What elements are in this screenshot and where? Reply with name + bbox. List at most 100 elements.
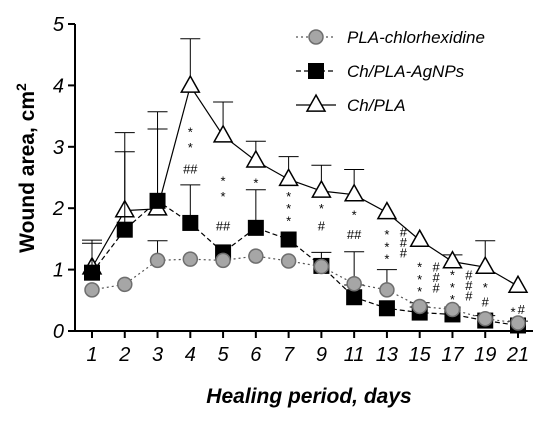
series-line (91, 84, 519, 287)
series-1 (82, 128, 528, 334)
data-point (305, 93, 327, 112)
significance-mark: * (483, 280, 488, 295)
series-0 (84, 240, 526, 331)
y-tick-label: 2 (52, 198, 64, 220)
data-point (442, 250, 463, 269)
x-tick-label: 6 (250, 344, 262, 366)
data-point (149, 252, 166, 269)
data-point (180, 74, 201, 93)
significance-mark: * (384, 227, 389, 242)
data-point (116, 221, 133, 238)
x-tick-label: 7 (283, 344, 295, 366)
legend-label: Ch/PLA (347, 96, 406, 115)
significance-mark: # (465, 278, 473, 293)
data-point (379, 282, 395, 298)
significance-mark: * (188, 124, 193, 139)
significance-mark: * (450, 268, 455, 283)
significance-mark: * (384, 252, 389, 267)
significance-mark: # (400, 245, 408, 260)
data-point (507, 274, 529, 294)
significance-mark: # (482, 295, 490, 310)
y-axis-label: Wound area, cm2 (13, 83, 39, 253)
data-point (378, 300, 395, 317)
significance-mark: * (384, 239, 389, 254)
significance-mark: * (417, 260, 422, 275)
y-tick-label: 3 (53, 137, 64, 159)
significance-mark: # (400, 235, 408, 250)
data-point (311, 179, 332, 198)
data-point (411, 298, 428, 315)
significance-mark: * (221, 189, 226, 204)
significance-mark: ## (216, 218, 231, 233)
legend-label: Ch/PLA-AgNPs (347, 62, 465, 81)
x-tick-label: 4 (185, 344, 196, 366)
data-point (182, 251, 199, 267)
data-point (245, 149, 267, 168)
significance-mark: ## (183, 161, 198, 176)
data-point (215, 252, 231, 269)
data-point (409, 228, 430, 247)
significance-mark: # (432, 260, 440, 275)
significance-mark: * (253, 175, 258, 190)
legend-item-1: Ch/PLA-AgNPs (296, 62, 465, 81)
x-tick-label: 5 (218, 344, 230, 366)
x-tick-label: 13 (376, 344, 398, 366)
x-tick-label: 1 (86, 344, 97, 366)
data-point (247, 219, 264, 236)
x-tick-label: 17 (441, 344, 464, 366)
data-point (510, 315, 526, 331)
x-tick-label: 11 (344, 344, 365, 366)
significance-mark: * (286, 213, 291, 228)
data-point (346, 275, 362, 292)
significance-mark: * (417, 272, 422, 287)
significance-mark: * (450, 292, 455, 307)
data-point (308, 29, 324, 45)
significance-mark: # (465, 268, 473, 283)
significance-mark: * (286, 201, 291, 216)
x-tick-label: 21 (506, 344, 529, 366)
series-layer (81, 38, 529, 334)
data-point (308, 63, 324, 79)
legend: PLA-chlorhexidine Ch/PLA-AgNPs Ch/PLA (296, 28, 485, 115)
x-axis-label: Healing period, days (206, 385, 411, 408)
significance-mark: # (432, 270, 440, 285)
x-tick-label: 2 (118, 344, 130, 366)
significance-mark: # (432, 280, 440, 295)
significance-layer: **##**##*****#*## ***###***###***###*#* # (183, 124, 526, 319)
x-tick-label: 19 (474, 344, 496, 366)
y-tick-label: 4 (53, 75, 64, 97)
y-tick-label: 0 (53, 321, 64, 343)
significance-mark: # (518, 302, 526, 317)
significance-mark: # (318, 218, 326, 233)
data-point (278, 167, 299, 187)
legend-item-0: PLA-chlorhexidine (296, 28, 485, 47)
x-tick-label: 15 (409, 344, 432, 366)
significance-mark: * (188, 140, 193, 155)
data-point (280, 231, 297, 248)
significance-mark: * (417, 284, 422, 299)
data-point (149, 192, 166, 209)
data-point (474, 255, 496, 274)
significance-mark: * (450, 280, 455, 295)
y-tick-label: 5 (53, 14, 65, 36)
legend-item-2: Ch/PLA (296, 93, 406, 115)
legend-label: PLA-chlorhexidine (347, 28, 485, 47)
significance-mark: * (352, 207, 357, 222)
data-point (444, 301, 461, 318)
data-point (84, 264, 100, 281)
data-point (84, 282, 100, 298)
significance-mark: ## (347, 227, 362, 242)
y-tick-label: 1 (53, 260, 64, 282)
x-tick-label: 3 (152, 344, 163, 366)
data-point (212, 124, 234, 143)
significance-mark: * (286, 189, 291, 204)
x-tick-label: 9 (316, 344, 327, 366)
data-point (117, 276, 133, 293)
data-point (346, 289, 363, 306)
significance-mark: * (511, 304, 516, 319)
data-point (343, 183, 365, 202)
data-point (313, 258, 330, 275)
data-point (182, 214, 199, 231)
